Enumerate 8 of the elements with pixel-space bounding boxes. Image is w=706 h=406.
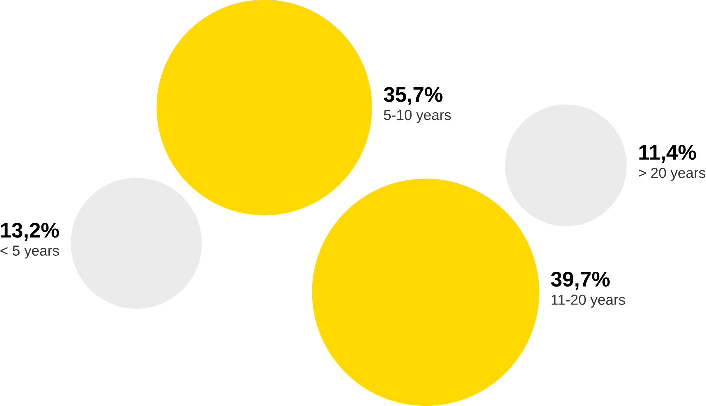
category-label: < 5 years xyxy=(0,246,60,259)
category-label: 5-10 years xyxy=(384,110,452,124)
category-label: 11-20 years xyxy=(552,294,626,308)
data-label: 35,7% xyxy=(384,87,443,106)
data-label: 13,2% xyxy=(1,223,60,242)
category-label: > 20 years xyxy=(639,168,706,182)
data-label: 39,7% xyxy=(551,272,610,290)
data-label: 11,4% xyxy=(640,145,696,164)
